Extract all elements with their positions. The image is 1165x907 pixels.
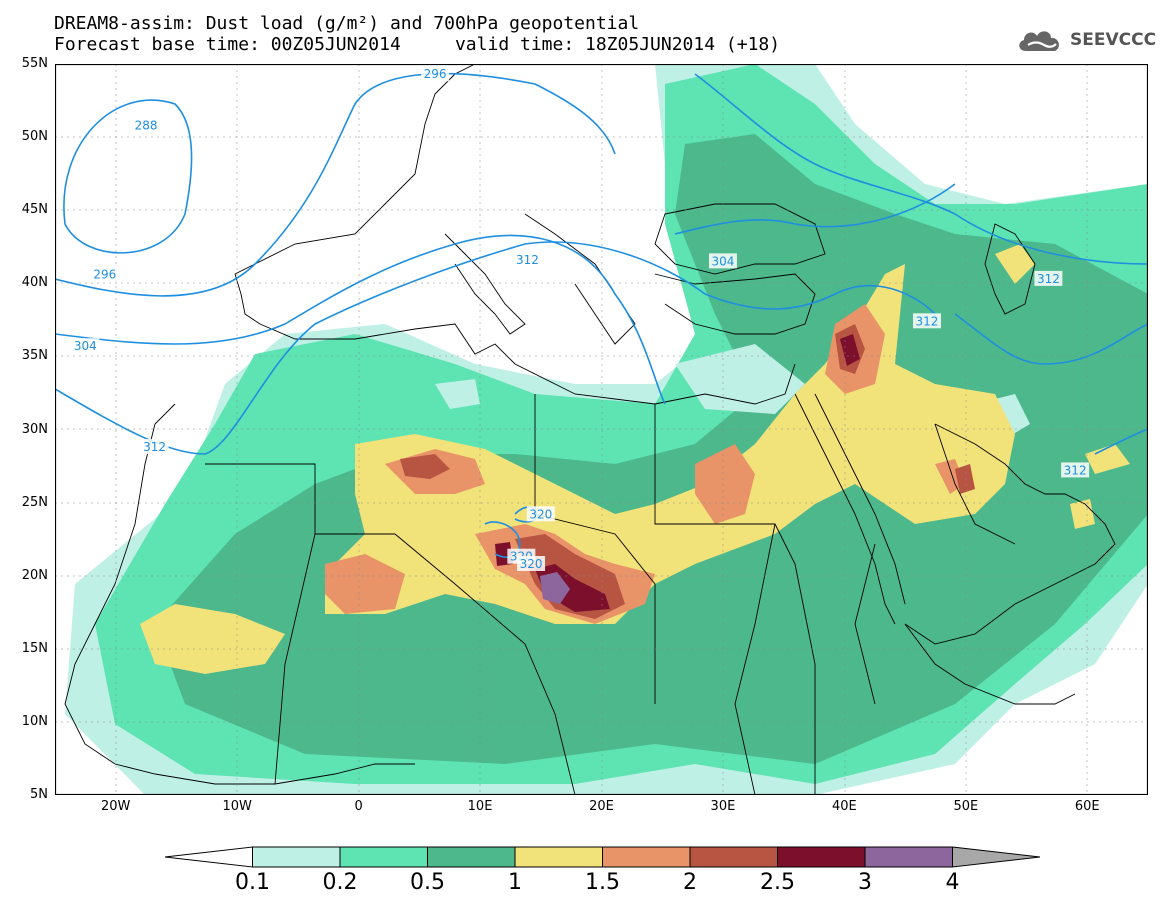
contour-label-text: 320 [520,557,543,571]
contour-label: 312 [1034,270,1063,286]
map-subtitle: Forecast base time: 00Z05JUN2014 valid t… [54,34,781,55]
contour-label: 304 [71,338,100,354]
contour-label: 312 [912,313,941,329]
colorbar-segment [864,846,953,868]
grid-lines [55,64,1148,795]
dust-layer [65,64,1148,795]
colorbar-segment [602,846,691,868]
contour-label-text: 296 [424,67,447,81]
colorbar-tick-label: 0.5 [410,870,445,895]
colorbar-segment [777,846,866,868]
colorbar-segment [514,846,603,868]
contour-label-text: 312 [1037,272,1060,286]
colorbar-tick-label: 0.2 [322,870,358,895]
contour-label: 312 [513,251,542,267]
dust-band-purple [540,572,570,604]
lon-tick-label: 60E [1074,799,1100,814]
geopotential-contours [55,72,1148,558]
colorbar-tick-label: 2 [683,870,697,895]
colorbar-segment [689,846,778,868]
colorbar-over-triangle [952,846,1040,868]
colorbar-tick-label: 1.5 [585,870,620,895]
colorbar-segment [427,846,516,868]
contour-labels: 288296296304304312312312312312320320320 [71,66,1090,572]
colorbar-tick-label: 2.5 [760,870,795,895]
contour-label-text: 320 [529,507,552,521]
colorbar-segment [252,846,341,868]
colorbar-segment [339,846,428,868]
lon-tick-label: 40E [831,799,857,814]
contour-label: 296 [90,266,119,282]
contour-label-text: 288 [135,118,158,132]
lon-tick-label: 20E [589,799,614,814]
contour-label: 288 [132,117,161,133]
contour-label-text: 304 [74,339,97,353]
map-border [55,64,1148,795]
contour-label-text: 296 [93,268,116,282]
cloud-icon [1019,31,1059,51]
contour-label: 296 [421,66,450,82]
contour-label-text: 312 [143,440,166,454]
colorbar-tick-label: 3 [858,870,872,895]
lat-tick-label: 5N [30,787,48,802]
contour-label: 320 [517,556,546,572]
contour-label-text: 304 [711,254,734,268]
contour-label: 320 [526,506,555,522]
lon-tick-label: 0 [354,799,363,814]
lat-tick-label: 50N [21,129,48,145]
lat-tick-label: 20N [21,567,48,583]
colorbar-tick-label: 4 [945,870,960,895]
lon-tick-label: 10E [467,799,493,814]
lon-tick-label: 50E [953,799,979,814]
lat-tick-label: 15N [21,640,48,656]
contour-label: 304 [708,253,737,269]
contour-label-text: 312 [916,314,939,328]
colorbar-tick-label: 0.1 [235,870,270,895]
lon-tick-label: 10W [222,799,252,814]
dust-load-map: 288296296304304312312312312312320320320 [55,64,1148,795]
colorbar-under-triangle [164,846,253,868]
colorbar [164,846,1040,868]
lat-tick-label: 10N [21,713,48,729]
lon-tick-label: 30E [710,799,736,814]
seevccc-logo: SEEVCCC [1016,27,1156,53]
lat-tick-label: 25N [21,494,48,510]
map-title: DREAM8-assim: Dust load (g/m²) and 700hP… [54,13,640,34]
contour-label: 312 [1061,462,1090,478]
lat-tick-label: 40N [21,275,48,291]
coastlines-borders [64,64,1116,795]
contour-label: 312 [140,439,169,455]
colorbar-tick-label: 1 [508,870,522,895]
contour-label-text: 312 [1064,463,1087,477]
logo-text: SEEVCCC [1070,30,1157,50]
lat-tick-label: 55N [21,56,48,71]
lat-tick-label: 30N [21,421,48,437]
lat-tick-label: 35N [21,348,48,364]
contour-label-text: 312 [516,253,539,267]
lon-tick-label: 20W [101,799,131,814]
lat-tick-label: 45N [21,202,48,218]
